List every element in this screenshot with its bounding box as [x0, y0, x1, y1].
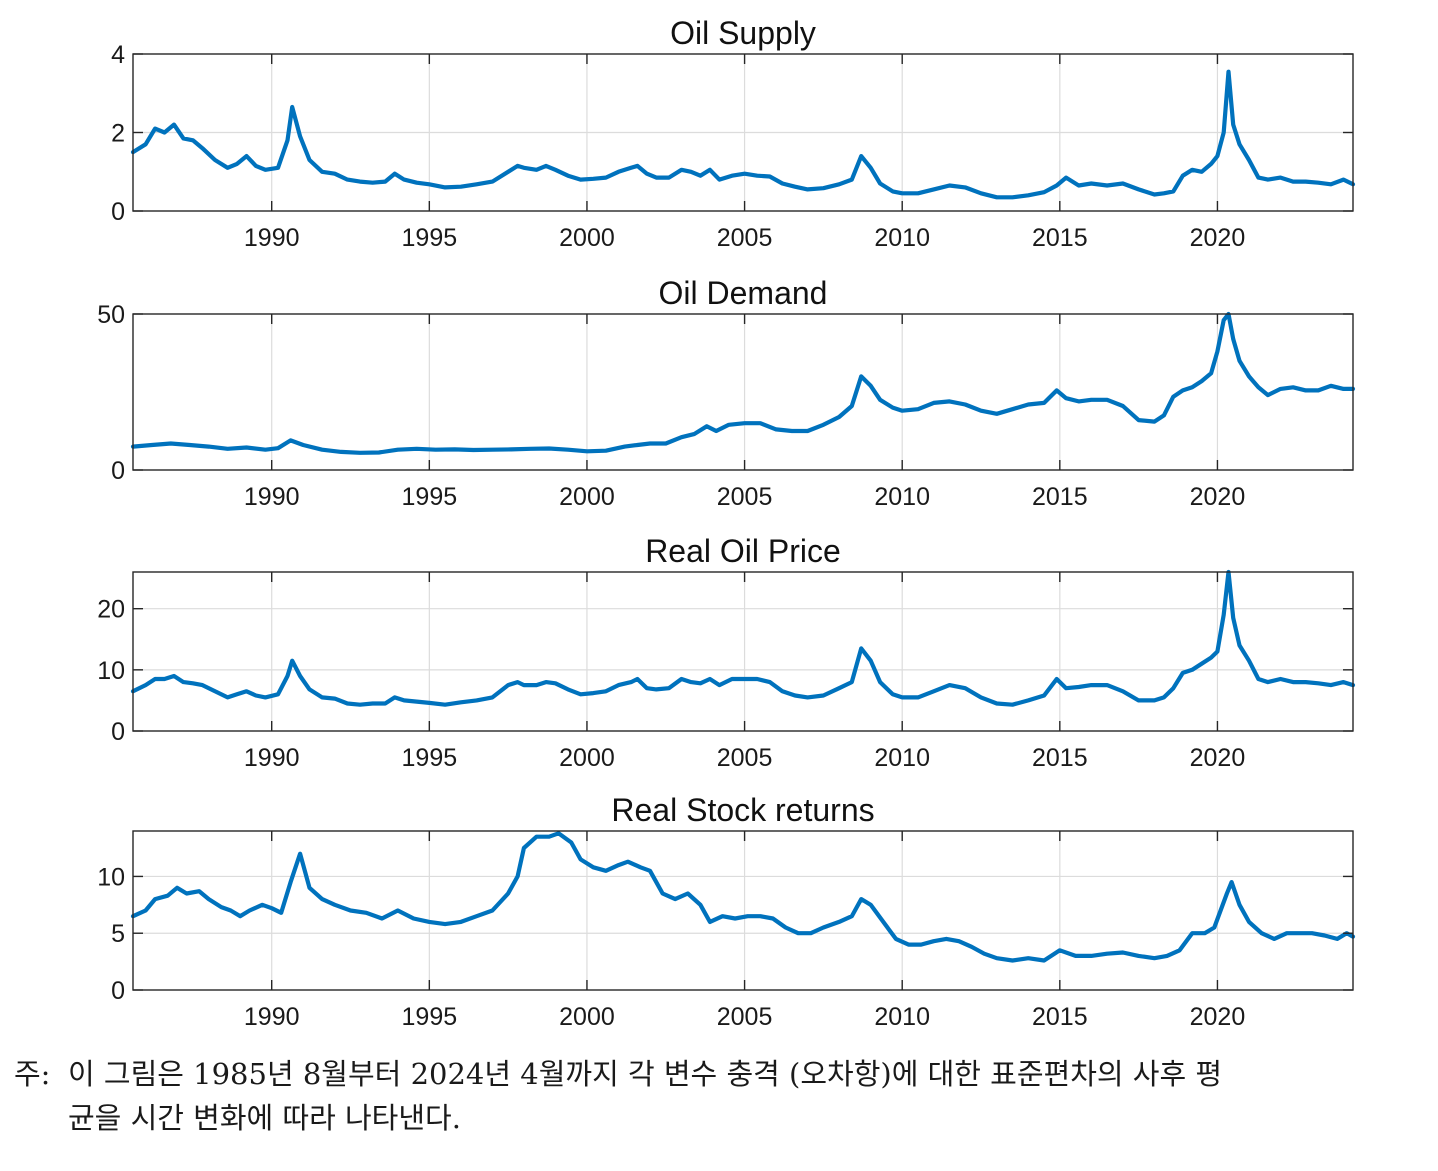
axes-box: [132, 830, 1354, 991]
y-tick-label: 5: [111, 920, 125, 948]
series-line: [130, 831, 1356, 963]
x-tick-label: 2020: [1190, 224, 1246, 252]
panel-2: 1990 1995 2000 2005 2010 2015 2020 0 50 Oil Deman…: [97, 275, 1356, 511]
x-tick-label: 2000: [559, 224, 615, 252]
x-tick-label: 2010: [874, 224, 930, 252]
x-tick-label: 2015: [1032, 224, 1088, 252]
x-tick-label: 2010: [874, 483, 930, 511]
axes-box: [132, 571, 1354, 732]
y-tick-label: 10: [97, 657, 125, 685]
x-tick-label: 2000: [559, 1003, 615, 1031]
series-line: [130, 569, 1356, 707]
figure-note: 주: 이 그림은 1985년 8월부터 2024년 4월까지 각 변수 충격 (오…: [14, 1052, 1424, 1140]
panel-3: 1990 1995 2000 2005 2010 2015 2020 0 10 20 Real Oi…: [97, 533, 1356, 772]
y-tick-label: 10: [97, 863, 125, 891]
y-tick-label: 0: [111, 718, 125, 746]
y-tick-label: 0: [111, 198, 125, 226]
x-tick-label: 2020: [1190, 1003, 1246, 1031]
x-tick-label: 2005: [717, 744, 773, 772]
series-line: [130, 311, 1356, 455]
x-tick-label: 2015: [1032, 744, 1088, 772]
x-tick-label: 2005: [717, 1003, 773, 1031]
note-line-1: 이 그림은 1985년 8월부터 2024년 4월까지 각 변수 충격 (오차항…: [68, 1057, 1223, 1091]
x-tick-label: 2020: [1190, 744, 1246, 772]
panel-title: Oil Demand: [659, 275, 828, 311]
x-tick-label: 2000: [559, 483, 615, 511]
x-tick-label: 1990: [244, 483, 300, 511]
x-tick-label: 1990: [244, 744, 300, 772]
panel-title: Oil Supply: [670, 15, 816, 51]
x-tick-label: 1995: [402, 483, 458, 511]
panel-1: 1990 1995 2000 2005 2010 2015 2020 0 2 4 Oil Suppl…: [111, 15, 1356, 252]
x-tick-label: 1995: [402, 744, 458, 772]
x-tick-label: 1995: [402, 1003, 458, 1031]
x-tick-label: 2015: [1032, 1003, 1088, 1031]
panel-4: 1990 1995 2000 2005 2010 2015 2020 0 5 10 Real Sto…: [97, 792, 1356, 1031]
series-line: [130, 69, 1356, 200]
y-tick-label: 50: [97, 301, 125, 329]
y-tick-label: 0: [111, 457, 125, 485]
x-tick-label: 2015: [1032, 483, 1088, 511]
x-tick-label: 2010: [874, 1003, 930, 1031]
note-prefix: 주:: [14, 1057, 51, 1091]
panel-title: Real Oil Price: [645, 533, 841, 569]
x-tick-label: 1995: [402, 224, 458, 252]
y-tick-label: 0: [111, 977, 125, 1005]
x-tick-label: 2010: [874, 744, 930, 772]
note-line-2: 균을 시간 변화에 따라 나타낸다.: [68, 1101, 461, 1135]
y-tick-label: 4: [111, 41, 125, 69]
x-tick-label: 2005: [717, 483, 773, 511]
panel-title: Real Stock returns: [611, 792, 874, 828]
y-tick-label: 2: [111, 120, 125, 148]
x-tick-label: 1990: [244, 224, 300, 252]
y-tick-label: 20: [97, 596, 125, 624]
x-tick-label: 1990: [244, 1003, 300, 1031]
x-tick-label: 2020: [1190, 483, 1246, 511]
x-tick-label: 2005: [717, 224, 773, 252]
axes-box: [132, 313, 1354, 471]
x-tick-label: 2000: [559, 744, 615, 772]
